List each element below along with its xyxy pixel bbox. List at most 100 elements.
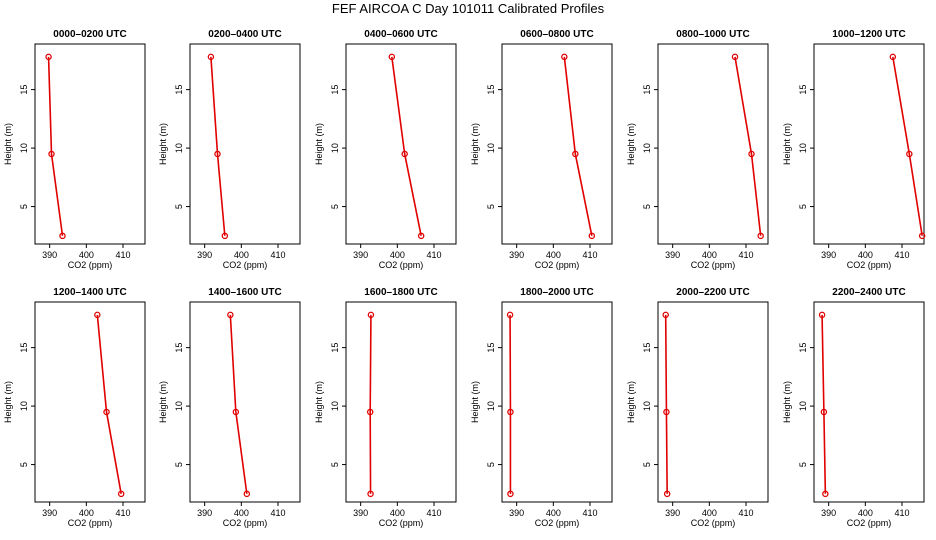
x-axis-label: CO2 (ppm)	[847, 518, 892, 528]
panel-11: 2200–2400 UTC 390 400 410 5 10 15 CO2 (ppm) Heig…	[782, 287, 925, 528]
x-tick-label: 410	[426, 508, 441, 518]
profile-point	[748, 150, 755, 158]
panel-title: 1400–1600 UTC	[208, 287, 281, 298]
x-tick-label: 410	[426, 250, 441, 260]
x-tick-label: 400	[858, 508, 873, 518]
x-axis-label: CO2 (ppm)	[223, 260, 268, 270]
y-axis-label: Height (m)	[782, 381, 792, 423]
y-tick-label: 10	[798, 401, 808, 411]
profile-point	[227, 311, 234, 319]
panel-title: 2200–2400 UTC	[832, 287, 905, 298]
plot-frame	[813, 301, 925, 503]
profile-line	[734, 56, 762, 236]
panel-title: 1800–2000 UTC	[520, 287, 593, 298]
panel-title: 0600–0800 UTC	[520, 29, 593, 40]
plot-frame	[189, 43, 301, 245]
y-tick-label: 10	[642, 401, 652, 411]
y-tick-label: 5	[19, 204, 29, 209]
y-axis-label: Height (m)	[314, 123, 324, 165]
panel-4: 0800–1000 UTC 390 400 410 5 10 15 CO2 (ppm) Heig…	[626, 29, 769, 270]
profile-point	[221, 232, 229, 240]
x-tick-label: 390	[42, 250, 57, 260]
profile-point	[663, 408, 670, 416]
y-axis-label: Height (m)	[470, 123, 480, 165]
profile-point	[207, 53, 215, 61]
profile-point	[506, 311, 514, 319]
y-tick-label: 15	[642, 85, 652, 95]
profile-line	[821, 314, 827, 494]
x-tick-label: 400	[702, 250, 717, 260]
y-tick-label: 10	[19, 401, 29, 411]
x-axis-label: CO2 (ppm)	[691, 518, 736, 528]
x-tick-label: 410	[738, 250, 753, 260]
profile-point	[367, 490, 374, 498]
profile-point	[417, 232, 425, 240]
panel-title: 0400–0600 UTC	[364, 29, 437, 40]
y-tick-label: 5	[798, 204, 808, 209]
x-axis-label: CO2 (ppm)	[379, 518, 424, 528]
x-tick-label: 400	[702, 508, 717, 518]
profile-point	[731, 53, 739, 61]
y-axis-label: Height (m)	[626, 123, 636, 165]
profile-point	[663, 490, 671, 498]
y-tick-label: 15	[798, 343, 808, 353]
profile-point	[117, 490, 125, 498]
profile-point	[818, 311, 826, 319]
y-axis-label: Height (m)	[3, 123, 13, 165]
x-tick-label: 400	[546, 250, 561, 260]
x-tick-label: 400	[234, 250, 249, 260]
panel-0: 0000–0200 UTC 390 400 410 5 10 15 CO2 (ppm) Heig…	[3, 29, 146, 270]
y-tick-label: 5	[486, 462, 496, 467]
x-axis-label: CO2 (ppm)	[379, 260, 424, 270]
y-axis-label: Height (m)	[3, 381, 13, 423]
x-axis-label: CO2 (ppm)	[847, 260, 892, 270]
y-tick-label: 10	[330, 143, 340, 153]
plot-frame	[501, 301, 613, 503]
y-tick-label: 5	[798, 462, 808, 467]
x-axis-label: CO2 (ppm)	[68, 518, 113, 528]
profile-point	[232, 408, 240, 416]
profile-point	[366, 408, 374, 416]
plot-frame	[657, 43, 769, 245]
y-axis-label: Height (m)	[782, 123, 792, 165]
x-tick-label: 410	[894, 250, 909, 260]
profile-point	[45, 53, 52, 61]
y-tick-label: 5	[642, 462, 652, 467]
profile-point	[94, 311, 101, 319]
profile-line	[96, 314, 122, 494]
panel-5: 1000–1200 UTC 390 400 410 5 10 15 CO2 (ppm) Heig…	[782, 29, 926, 270]
x-axis-label: CO2 (ppm)	[535, 518, 580, 528]
x-tick-label: 400	[234, 508, 249, 518]
x-tick-label: 390	[665, 508, 680, 518]
y-tick-label: 5	[330, 462, 340, 467]
panel-1: 0200–0400 UTC 390 400 410 5 10 15 CO2 (ppm) Heig…	[158, 29, 301, 270]
x-tick-label: 410	[270, 508, 285, 518]
panel-title: 1000–1200 UTC	[832, 29, 905, 40]
panel-8: 1600–1800 UTC 390 400 410 5 10 15 CO2 (ppm) Heig…	[314, 287, 457, 528]
plot-frame	[813, 43, 925, 245]
profile-point	[820, 408, 828, 416]
panel-title: 2000–2200 UTC	[676, 287, 749, 298]
profile-line	[391, 56, 422, 236]
y-tick-label: 10	[174, 143, 184, 153]
x-axis-label: CO2 (ppm)	[223, 518, 268, 528]
x-tick-label: 390	[821, 508, 836, 518]
profile-point	[918, 232, 926, 240]
panel-2: 0400–0600 UTC 390 400 410 5 10 15 CO2 (ppm) Heig…	[314, 29, 457, 270]
profile-point	[822, 490, 829, 498]
panel-title: 1600–1800 UTC	[364, 287, 437, 298]
y-tick-label: 5	[174, 462, 184, 467]
x-tick-label: 390	[821, 250, 836, 260]
x-tick-label: 400	[546, 508, 561, 518]
y-tick-label: 10	[174, 401, 184, 411]
panel-title: 1200–1400 UTC	[53, 287, 126, 298]
profile-point	[757, 232, 764, 240]
y-tick-label: 10	[19, 143, 29, 153]
plot-frame	[34, 43, 146, 245]
y-axis-label: Height (m)	[470, 381, 480, 423]
plot-frame	[501, 43, 613, 245]
x-axis-label: CO2 (ppm)	[68, 260, 113, 270]
x-tick-label: 390	[197, 250, 212, 260]
x-tick-label: 410	[115, 250, 130, 260]
